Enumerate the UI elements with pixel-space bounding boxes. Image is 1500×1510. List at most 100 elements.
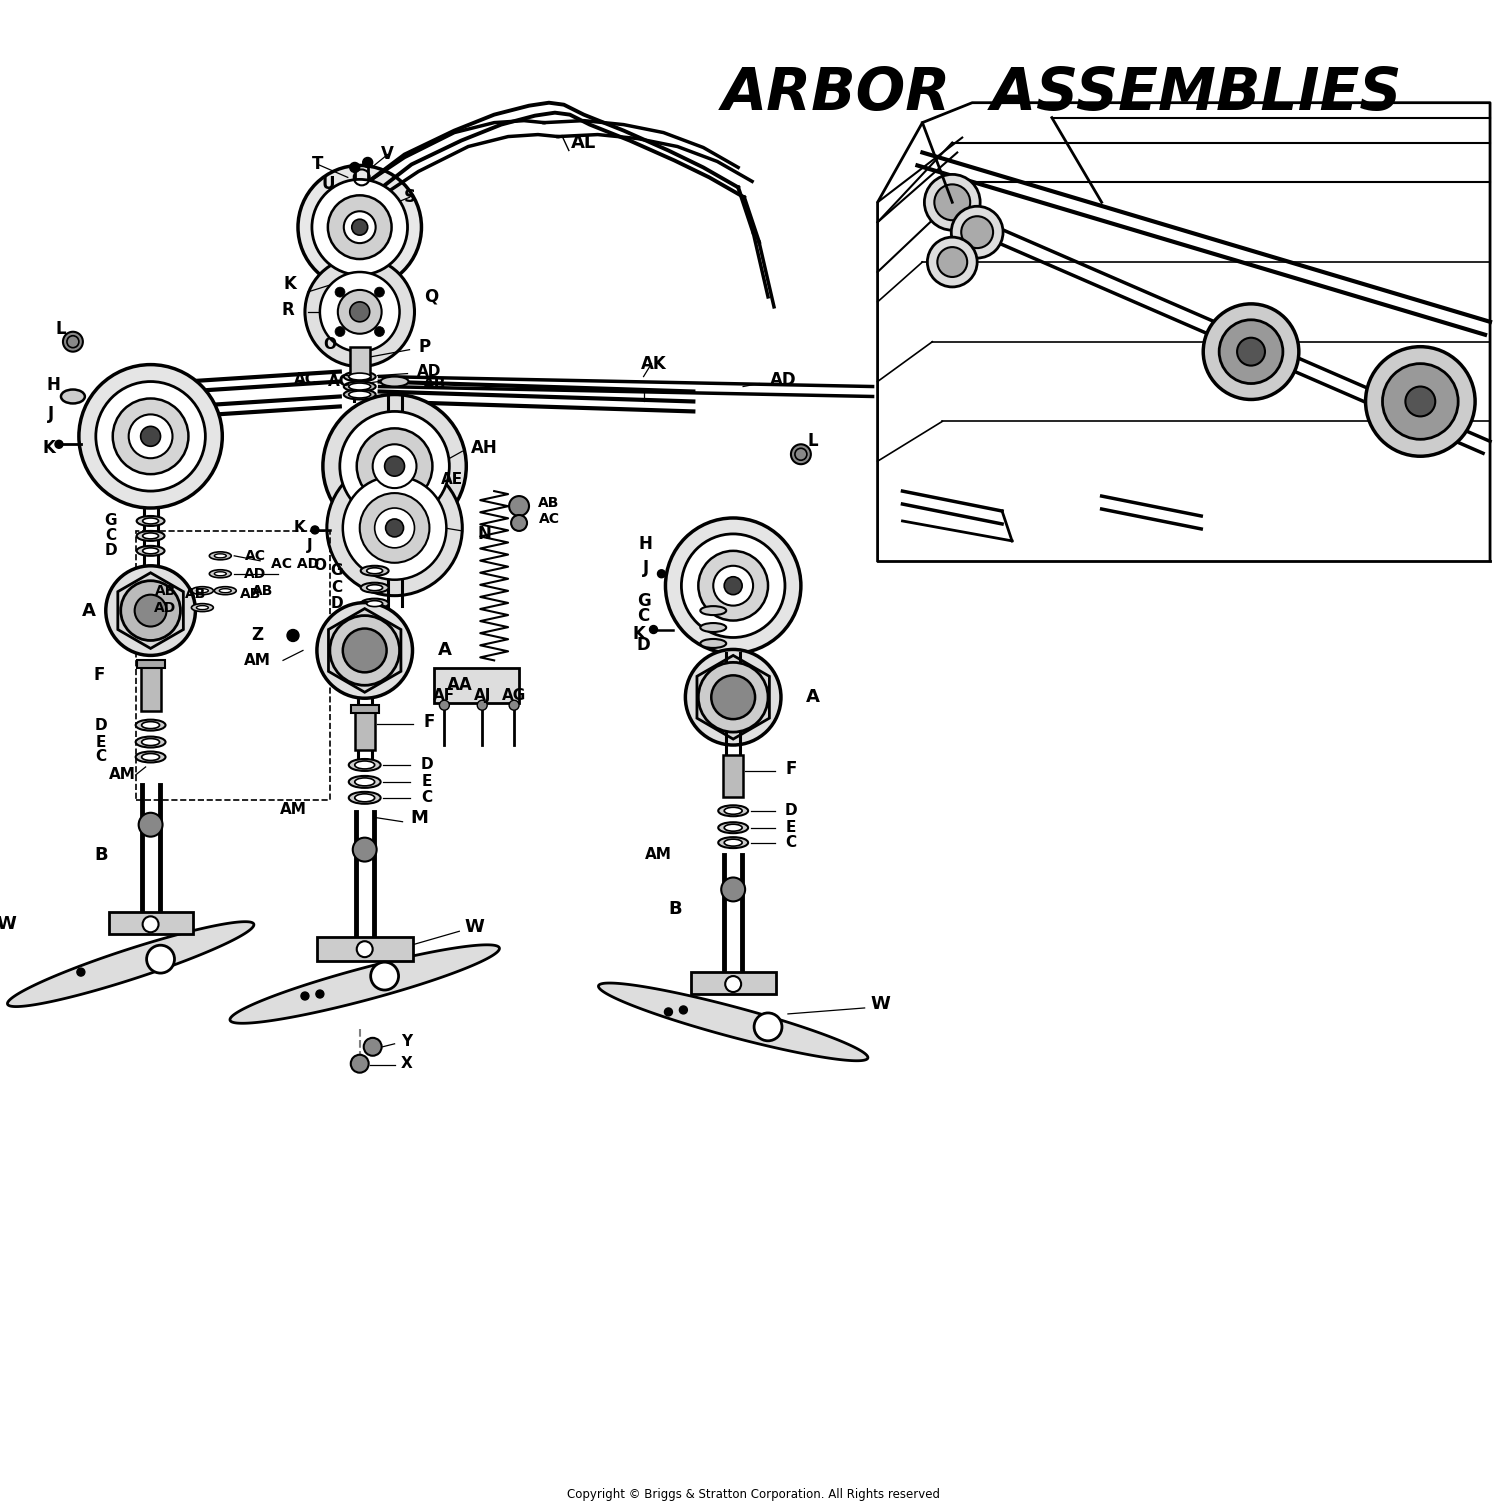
Ellipse shape — [142, 548, 159, 554]
Ellipse shape — [700, 624, 726, 633]
Circle shape — [129, 414, 173, 458]
Ellipse shape — [724, 840, 742, 846]
Text: A: A — [82, 601, 96, 619]
Bar — [351, 705, 378, 713]
Ellipse shape — [210, 569, 231, 578]
Text: X: X — [400, 1055, 412, 1071]
Circle shape — [714, 566, 753, 606]
Text: K: K — [632, 625, 645, 642]
Circle shape — [650, 625, 657, 634]
Text: AC: AC — [244, 548, 266, 563]
Ellipse shape — [210, 551, 231, 560]
Text: AL: AL — [572, 133, 597, 151]
Text: H: H — [639, 535, 652, 553]
Text: AM: AM — [279, 802, 306, 817]
Circle shape — [360, 494, 429, 563]
Text: O: O — [314, 559, 327, 574]
Ellipse shape — [62, 390, 86, 403]
Text: W: W — [465, 918, 484, 936]
Text: Q: Q — [424, 288, 438, 307]
Circle shape — [375, 287, 384, 297]
Circle shape — [96, 382, 206, 491]
Text: K: K — [284, 275, 297, 293]
Ellipse shape — [141, 753, 159, 761]
Text: M: M — [411, 809, 429, 827]
Ellipse shape — [135, 737, 165, 747]
Text: C: C — [332, 580, 342, 595]
Circle shape — [1383, 364, 1458, 439]
Circle shape — [477, 701, 488, 710]
Text: ARBOR  ASSEMBLIES: ARBOR ASSEMBLIES — [722, 65, 1402, 122]
Ellipse shape — [718, 837, 748, 849]
Circle shape — [312, 180, 408, 275]
Text: C: C — [94, 749, 106, 764]
Ellipse shape — [344, 390, 375, 400]
Text: AF: AF — [433, 687, 456, 702]
Bar — [110, 912, 194, 935]
Circle shape — [681, 535, 784, 637]
Circle shape — [334, 326, 345, 337]
Text: E: E — [422, 775, 432, 790]
Text: AD: AD — [154, 601, 177, 615]
Text: AD: AD — [770, 370, 796, 388]
Text: AG: AG — [503, 687, 526, 702]
Ellipse shape — [214, 554, 226, 557]
Ellipse shape — [718, 823, 748, 834]
Circle shape — [147, 945, 174, 972]
Circle shape — [509, 497, 530, 516]
Text: A: A — [806, 689, 820, 707]
Polygon shape — [118, 572, 183, 648]
Ellipse shape — [135, 752, 165, 763]
Circle shape — [138, 812, 162, 837]
Text: AH: AH — [471, 439, 498, 458]
Circle shape — [320, 272, 399, 352]
Ellipse shape — [219, 589, 231, 592]
Text: AB: AB — [154, 584, 176, 598]
Circle shape — [386, 519, 404, 538]
Ellipse shape — [136, 532, 165, 541]
Text: F: F — [423, 713, 435, 731]
Ellipse shape — [344, 371, 375, 382]
Ellipse shape — [142, 533, 159, 539]
Ellipse shape — [360, 583, 388, 592]
Text: K: K — [42, 439, 56, 458]
Ellipse shape — [354, 761, 375, 769]
Text: G: G — [330, 563, 344, 578]
Circle shape — [340, 411, 450, 521]
Ellipse shape — [196, 589, 208, 592]
Text: L: L — [807, 432, 818, 450]
Bar — [435, 669, 519, 704]
Circle shape — [106, 566, 195, 655]
Text: B: B — [669, 900, 682, 918]
Text: AA: AA — [447, 676, 472, 695]
Ellipse shape — [700, 639, 726, 648]
Text: AB: AB — [252, 584, 273, 598]
Text: Copyright © Briggs & Stratton Corporation. All Rights reserved: Copyright © Briggs & Stratton Corporatio… — [567, 1489, 939, 1501]
Circle shape — [352, 219, 368, 236]
Text: AM: AM — [110, 767, 136, 782]
Text: D: D — [330, 596, 344, 612]
Circle shape — [304, 257, 414, 367]
Circle shape — [357, 429, 432, 504]
Ellipse shape — [381, 376, 408, 387]
Bar — [350, 347, 369, 379]
Bar — [723, 755, 742, 797]
Circle shape — [924, 174, 980, 230]
Circle shape — [754, 1013, 782, 1040]
Circle shape — [344, 476, 447, 580]
Ellipse shape — [141, 722, 159, 729]
Circle shape — [790, 444, 812, 464]
Circle shape — [372, 444, 417, 488]
Text: E: E — [786, 820, 796, 835]
Circle shape — [370, 962, 399, 991]
Circle shape — [63, 332, 82, 352]
Text: B: B — [94, 846, 108, 864]
Circle shape — [302, 992, 309, 1000]
Text: C: C — [105, 528, 117, 544]
Circle shape — [699, 663, 768, 732]
Circle shape — [657, 569, 666, 578]
Ellipse shape — [196, 606, 208, 610]
Circle shape — [375, 326, 384, 337]
Text: J: J — [48, 405, 54, 423]
Ellipse shape — [366, 601, 382, 607]
